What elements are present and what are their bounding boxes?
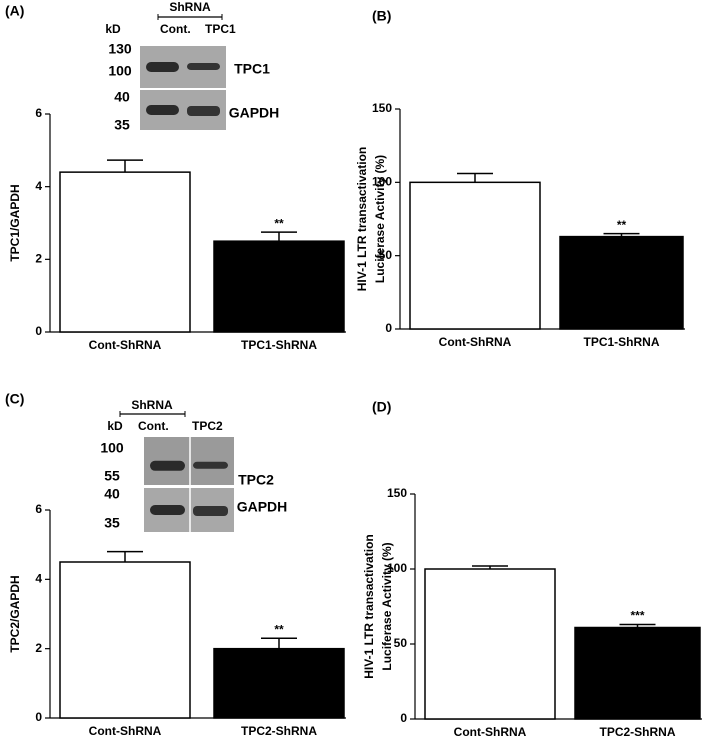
- x-tick-label: TPC2-ShRNA: [241, 724, 317, 738]
- x-tick-label: TPC1-ShRNA: [583, 335, 659, 349]
- blot-band: [150, 505, 185, 515]
- y-tick-label: 4: [35, 179, 42, 193]
- marker-label: 40: [104, 486, 120, 502]
- blot-label: GAPDH: [229, 105, 280, 121]
- marker-label: 100: [108, 63, 132, 79]
- y-tick-label: 150: [387, 486, 407, 500]
- inset-unit: kD: [107, 419, 123, 433]
- x-tick-label: TPC2-ShRNA: [599, 725, 675, 739]
- y-tick-label: 100: [387, 561, 407, 575]
- significance-label: **: [617, 218, 627, 232]
- marker-label: 100: [100, 440, 124, 456]
- significance-label: ***: [630, 609, 644, 623]
- panel-label: (A): [5, 3, 24, 19]
- x-tick-label: Cont-ShRNA: [439, 335, 512, 349]
- inset-unit: kD: [105, 22, 121, 36]
- lane-label: TPC1: [205, 22, 236, 36]
- blot-band: [146, 62, 179, 72]
- y-tick-label: 150: [372, 101, 392, 115]
- panel-label: (D): [372, 399, 391, 415]
- y-tick-label: 0: [385, 321, 392, 335]
- bar: [574, 626, 701, 720]
- marker-label: 130: [108, 41, 132, 57]
- y-tick-label: 0: [400, 711, 407, 725]
- blot-label: TPC1: [234, 61, 270, 77]
- x-tick-label: Cont-ShRNA: [454, 725, 527, 739]
- blot-band: [150, 460, 185, 471]
- y-tick-label: 50: [379, 248, 393, 262]
- blot-label: TPC2: [238, 472, 274, 488]
- lane-label: Cont.: [160, 22, 191, 36]
- bar: [424, 568, 556, 720]
- y-axis-label: HIV-1 LTR transactivation: [362, 534, 376, 678]
- panel-label: (B): [372, 8, 391, 24]
- lane-label: Cont.: [138, 419, 169, 433]
- y-tick-label: 6: [35, 502, 42, 516]
- bar: [409, 181, 541, 330]
- blot-band: [187, 63, 220, 70]
- y-axis-label: TPC1/GAPDH: [8, 184, 22, 261]
- bar: [59, 171, 191, 333]
- x-tick-label: Cont-ShRNA: [89, 338, 162, 352]
- y-tick-label: 2: [35, 252, 42, 266]
- lane-label: TPC2: [192, 419, 223, 433]
- significance-label: **: [274, 216, 284, 230]
- marker-label: 35: [104, 515, 120, 531]
- marker-label: 55: [104, 468, 120, 484]
- inset-header: ShRNA: [131, 398, 173, 412]
- bar: [59, 561, 191, 719]
- bar: [213, 647, 345, 719]
- x-tick-label: Cont-ShRNA: [89, 724, 162, 738]
- y-tick-label: 0: [35, 710, 42, 724]
- blot-band: [146, 105, 179, 115]
- y-axis-label: HIV-1 LTR transactivation: [355, 147, 369, 291]
- inset-header: ShRNA: [169, 0, 211, 14]
- blot-band: [187, 106, 220, 116]
- y-axis-label: Luciferase Activity (%): [380, 542, 394, 670]
- y-tick-label: 6: [35, 106, 42, 120]
- blot-band: [193, 506, 228, 516]
- y-tick-label: 2: [35, 641, 42, 655]
- blot-band: [193, 461, 228, 469]
- panel-label: (C): [5, 391, 24, 407]
- y-tick-label: 50: [394, 636, 408, 650]
- marker-label: 40: [114, 89, 130, 105]
- bar: [213, 240, 345, 333]
- x-tick-label: TPC1-ShRNA: [241, 338, 317, 352]
- y-axis-label: TPC2/GAPDH: [8, 575, 22, 652]
- y-tick-label: 100: [372, 175, 392, 189]
- y-tick-label: 4: [35, 572, 42, 586]
- bar: [559, 235, 684, 330]
- blot-label: GAPDH: [237, 499, 288, 515]
- y-axis-label: Luciferase Activity (%): [373, 155, 387, 283]
- y-tick-label: 0: [35, 324, 42, 338]
- significance-label: **: [274, 622, 284, 636]
- marker-label: 35: [114, 117, 130, 133]
